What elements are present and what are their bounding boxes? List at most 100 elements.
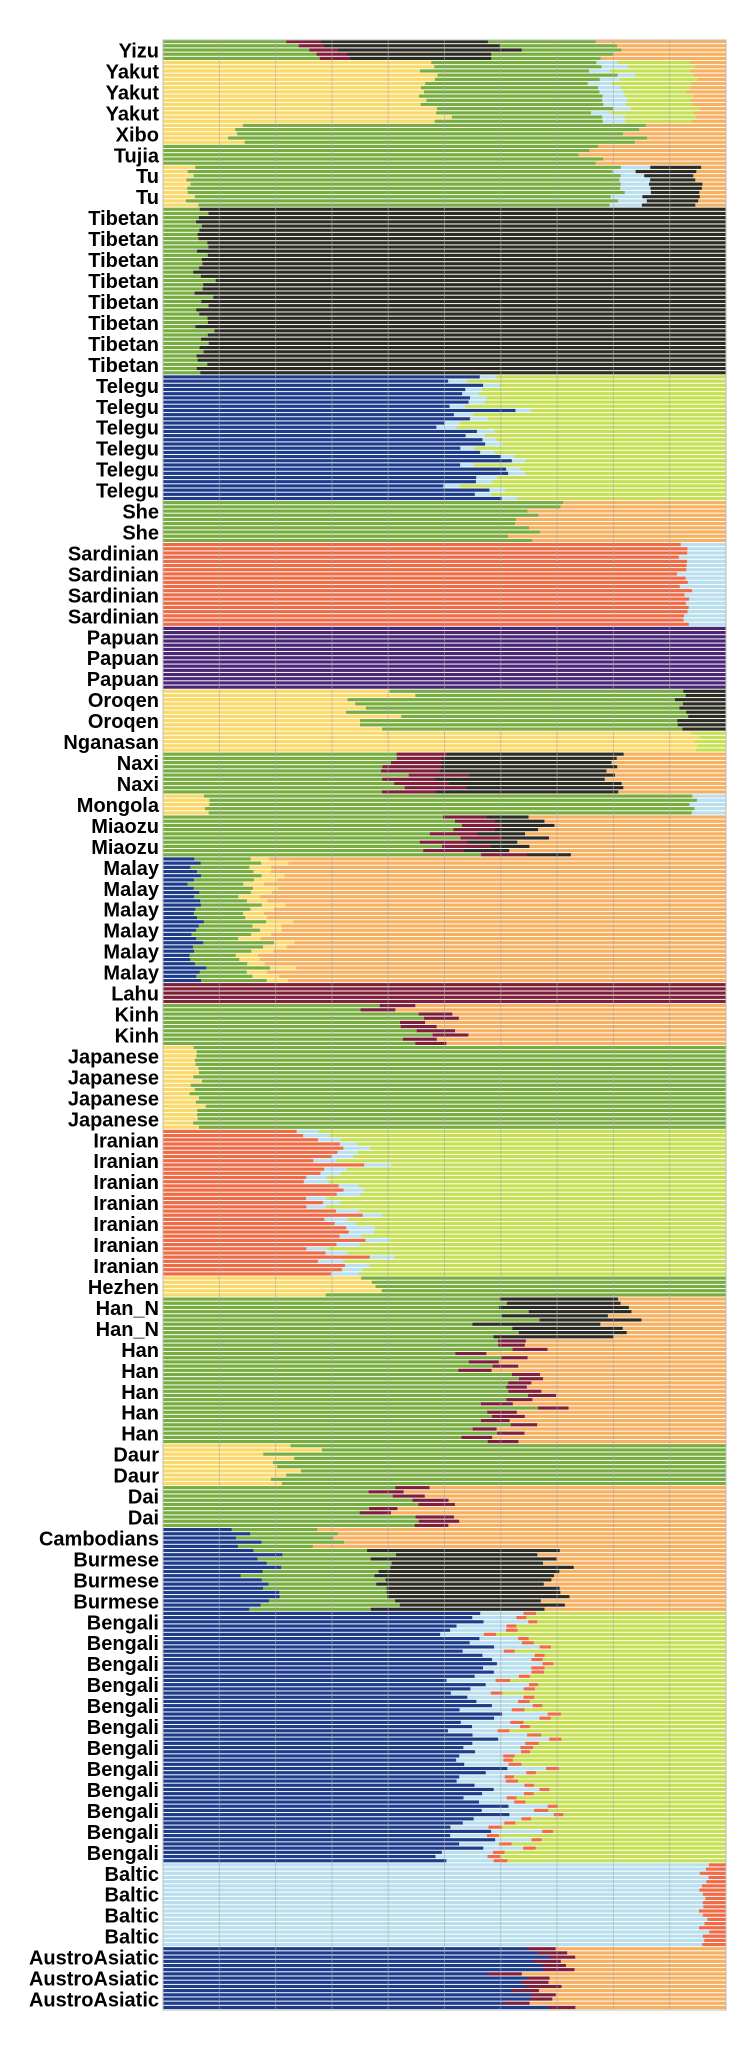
bar-segment xyxy=(627,98,692,102)
bar-segment xyxy=(163,1515,416,1519)
population-label: Papuan xyxy=(87,669,159,691)
bar-segment xyxy=(163,346,200,350)
bar-segment xyxy=(503,1758,514,1762)
bar-segment xyxy=(687,551,727,555)
bar-segment xyxy=(506,1796,517,1800)
bar-segment xyxy=(330,1272,360,1276)
bar-segment xyxy=(163,937,197,941)
bar-segment xyxy=(193,1121,727,1125)
bar-segment xyxy=(271,869,727,874)
bar-segment xyxy=(163,1385,507,1389)
bar-segment xyxy=(194,291,727,295)
bar-segment xyxy=(699,1888,727,1892)
bar-segment xyxy=(538,1406,569,1410)
bar-segment xyxy=(163,1301,508,1305)
bar-segment xyxy=(317,1527,727,1532)
bar-segment xyxy=(202,262,727,266)
bar-segment xyxy=(207,333,727,337)
population-label: Tu xyxy=(136,187,159,209)
population-label: Han_N xyxy=(96,1298,159,1320)
bar-segment xyxy=(381,1289,727,1293)
bar-segment xyxy=(163,1863,710,1867)
bar-segment xyxy=(622,1326,727,1330)
bar-segment xyxy=(539,1318,642,1322)
bar-segment xyxy=(702,1934,727,1938)
bar-segment xyxy=(619,77,698,81)
bar-segment xyxy=(596,60,619,65)
population-label: Tibetan xyxy=(88,334,159,356)
bar-segment xyxy=(493,1670,532,1674)
bar-segment xyxy=(369,1507,398,1511)
bar-segment xyxy=(163,551,688,555)
bar-segment xyxy=(246,970,268,974)
bar-segment xyxy=(163,777,383,781)
bar-segment xyxy=(494,1716,540,1720)
bar-segment xyxy=(163,1377,520,1381)
bar-segment xyxy=(163,115,453,119)
bar-segment xyxy=(560,1590,727,1595)
bar-segment xyxy=(294,1456,727,1460)
bar-segment xyxy=(485,442,503,446)
bar-segment xyxy=(509,1813,555,1817)
bar-segment xyxy=(163,161,596,165)
population-label: Tujia xyxy=(114,145,160,167)
bar-segment xyxy=(199,1125,727,1129)
bar-segment xyxy=(163,501,564,505)
bar-segment xyxy=(163,765,383,769)
bar-segment xyxy=(621,781,727,786)
bar-segment xyxy=(498,1343,526,1347)
bar-segment xyxy=(543,1377,727,1381)
bar-segment xyxy=(197,1113,727,1117)
bar-segment xyxy=(328,1180,727,1184)
bar-segment xyxy=(456,1758,504,1762)
bar-segment xyxy=(527,509,727,513)
bar-segment xyxy=(420,69,590,73)
bar-segment xyxy=(701,165,727,169)
bar-segment xyxy=(543,1670,727,1674)
bar-segment xyxy=(385,1578,552,1582)
bar-segment xyxy=(346,710,687,714)
bar-segment xyxy=(200,978,268,983)
bar-segment xyxy=(163,1880,707,1884)
bar-segment xyxy=(163,1222,335,1226)
bar-segment xyxy=(163,182,191,186)
bar-segment xyxy=(163,597,690,601)
bar-segment xyxy=(163,1892,704,1896)
population-label: Tibetan xyxy=(88,250,159,272)
bar-segment xyxy=(598,86,621,90)
bar-segment xyxy=(523,1846,537,1850)
bar-segment xyxy=(429,1486,727,1490)
bar-segment xyxy=(462,1649,505,1653)
bar-segment xyxy=(278,886,727,890)
bar-segment xyxy=(163,383,484,387)
bar-segment xyxy=(524,1431,727,1435)
bar-segment xyxy=(235,953,259,957)
bar-segment xyxy=(163,1079,203,1083)
bar-segment xyxy=(163,861,201,865)
bar-segment xyxy=(376,1582,545,1586)
bar-segment xyxy=(474,1674,520,1678)
bar-segment xyxy=(472,1741,526,1745)
bar-segment xyxy=(163,1993,532,1997)
bar-segment xyxy=(375,1284,727,1289)
bar-segment xyxy=(518,1636,529,1641)
bar-segment xyxy=(455,819,496,823)
bar-segment xyxy=(163,1926,700,1930)
bar-segment xyxy=(163,1771,487,1775)
bar-segment xyxy=(356,1142,727,1146)
bar-segment xyxy=(163,890,200,895)
population-label: Burmese xyxy=(73,1591,159,1613)
bar-segment xyxy=(692,102,727,107)
bar-segment xyxy=(163,698,348,702)
bar-segment xyxy=(262,1569,380,1574)
bar-segment xyxy=(163,1356,502,1360)
bar-segment xyxy=(537,1423,727,1427)
bar-segment xyxy=(253,1548,368,1553)
bar-segment xyxy=(163,262,203,266)
bar-segment xyxy=(524,1792,534,1796)
bar-segment xyxy=(471,1725,521,1729)
bar-segment xyxy=(534,1808,549,1813)
bar-segment xyxy=(520,1980,549,1984)
bar-segment xyxy=(271,890,727,895)
bar-segment xyxy=(459,1708,513,1712)
